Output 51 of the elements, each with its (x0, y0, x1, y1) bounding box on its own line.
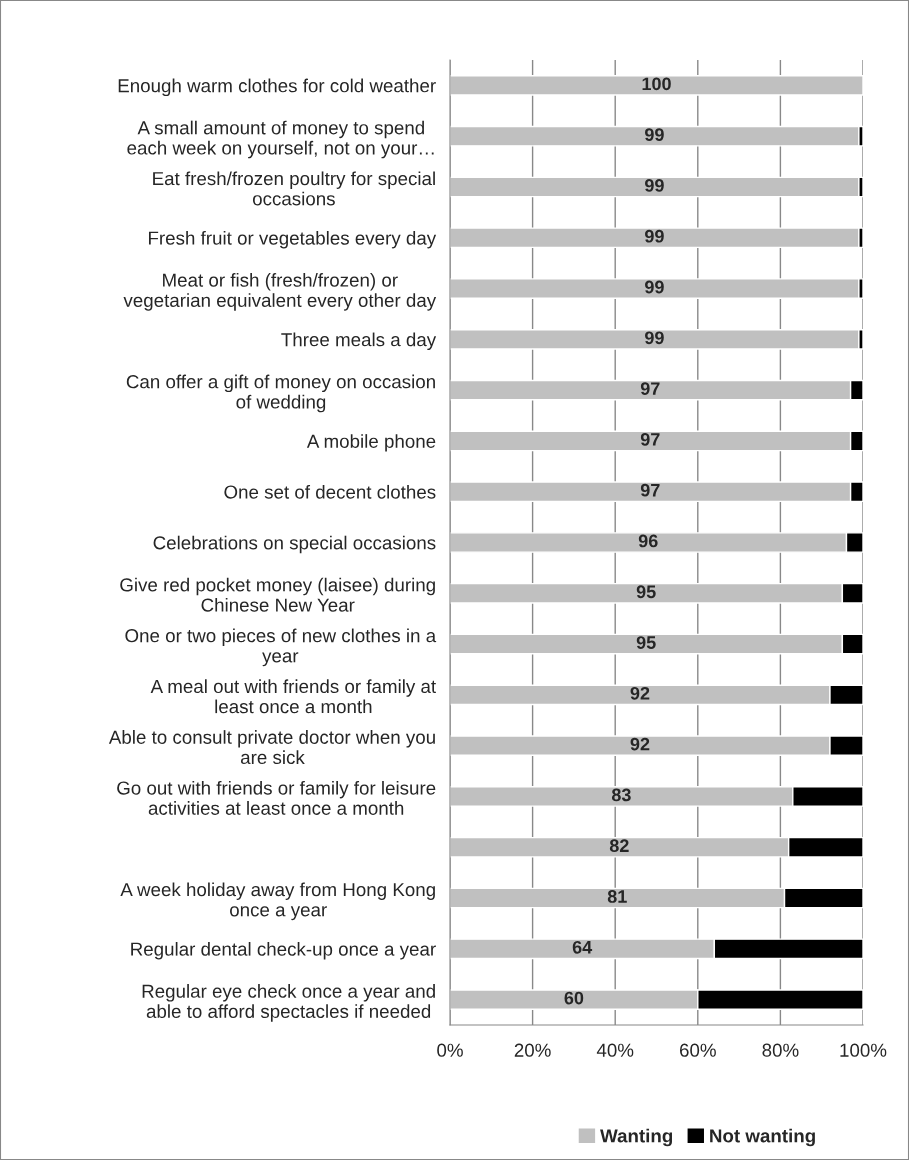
y-tick-label: Able to consult private doctor when you are sick (108, 730, 435, 765)
bar (450, 176, 860, 198)
y-tick-label: A small amount of money to spend each week on yourself, not on your… (127, 120, 434, 159)
legend-label: Wanting (600, 1128, 673, 1147)
y-tick-label: Meat or fish (fresh/frozen) or vegetarian equivalent every other day (123, 273, 437, 311)
data-label: 99 (645, 331, 664, 345)
y-tick-label: One or two pieces of new clothes in a year (125, 628, 437, 667)
x-tick-label: 100% (840, 1043, 887, 1057)
x-tick-label: 80% (762, 1043, 799, 1057)
bar (450, 328, 860, 350)
y-tick-label: One set of decent clothes (224, 484, 436, 499)
data-label: 99 (645, 229, 664, 243)
x-tick-label: 40% (596, 1043, 634, 1057)
data-label: 99 (645, 128, 664, 142)
y-tick-label: Three meals a day (281, 332, 437, 351)
data-label: 64 (572, 940, 593, 954)
y-tick-label: Regular eye check once a year and able to afford spectacles if needed (142, 984, 435, 1022)
data-label: 95 (636, 636, 656, 649)
y-tick-label: Fresh fruit or vegetables every day (149, 230, 437, 249)
bar (450, 75, 863, 96)
data-label: 97 (640, 432, 660, 446)
y-tick-label: Enough warm clothes for cold weather (118, 78, 436, 97)
data-label: 100 (642, 77, 671, 91)
data-label: 81 (607, 890, 627, 903)
data-label: 95 (636, 585, 656, 599)
data-label: 92 (630, 737, 650, 751)
data-label: 99 (645, 280, 664, 294)
bar (450, 125, 860, 147)
y-tick-label: Can offer a gift of money on occasion of wedding (126, 374, 435, 413)
data-label: 97 (640, 382, 660, 395)
bar (450, 227, 860, 249)
y-tick-label: Eat fresh/frozen poultry for special occasions (153, 171, 435, 206)
x-tick-label: 60% (679, 1043, 716, 1057)
legend-label: Not wanting (710, 1128, 815, 1147)
x-tick-label: 0% (437, 1043, 463, 1057)
y-tick-label: Give red pocket money (laisee) during Chinese New Year (120, 577, 435, 612)
y-tick-label: Celebrations on special occasions (153, 535, 436, 554)
data-label: 83 (611, 788, 631, 802)
y-tick-label: A week holiday away from Hong Kong once a year (120, 882, 435, 921)
y-tick-label: Regular dental check-up once a year (131, 942, 436, 960)
data-label: 96 (638, 534, 658, 548)
y-tick-label: A mobile phone (306, 434, 436, 452)
bar (450, 278, 860, 299)
data-label: 99 (645, 179, 664, 192)
data-label: 82 (609, 839, 629, 853)
data-label: 97 (640, 483, 660, 497)
y-tick-label: A meal out with friends or family at least once a month (150, 679, 436, 714)
data-label: 92 (630, 686, 650, 700)
data-label: 60 (564, 991, 584, 1005)
y-tick-label: Go out with friends or family for leisure activities at least once a month (117, 780, 436, 815)
x-tick-label: 20% (514, 1043, 551, 1057)
